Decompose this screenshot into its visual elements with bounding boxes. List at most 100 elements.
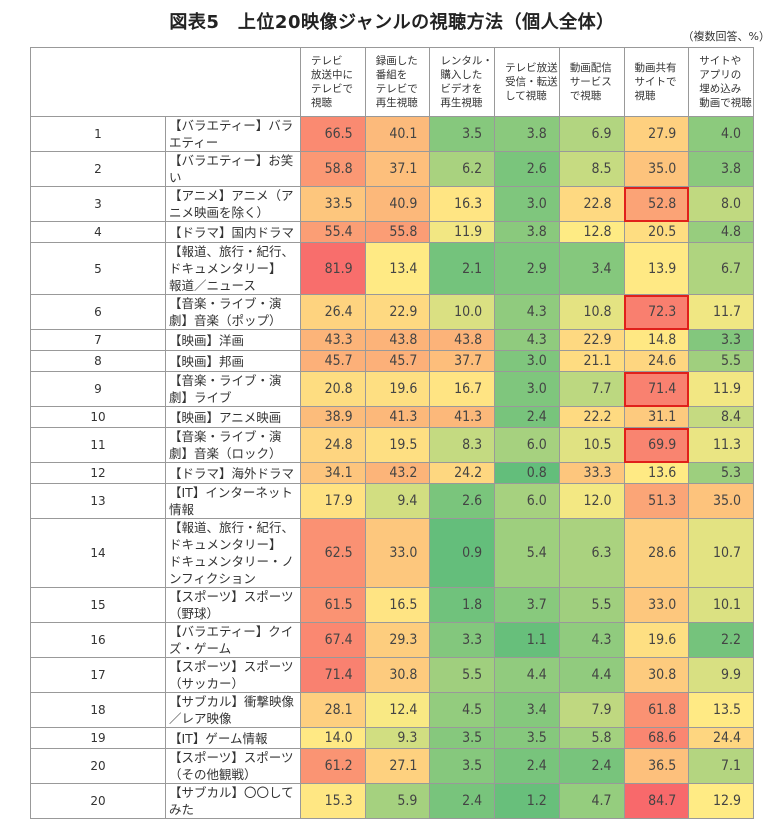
- value-cell: 66.5: [300, 116, 366, 152]
- genre-label: 【バラエティー】クイズ・ゲーム: [165, 622, 301, 658]
- rank-cell: 7: [30, 329, 166, 351]
- value-cell: 22.9: [364, 294, 431, 330]
- genre-label: 【報道、旅行・紀行、ドキュメンタリー】 報道／ニュース: [165, 242, 301, 295]
- value-cell: 9.9: [688, 657, 754, 693]
- value-cell: 12.0: [558, 483, 625, 519]
- column-header: 動画共有 サイトで 視聴: [623, 47, 690, 117]
- value-cell: 11.3: [688, 427, 754, 463]
- value-cell: 11.7: [688, 294, 754, 330]
- value-cell: 26.4: [300, 294, 366, 330]
- value-cell: 5.8: [558, 727, 625, 749]
- value-cell: 24.6: [623, 350, 690, 372]
- value-cell: 3.5: [429, 116, 496, 152]
- genre-label: 【ドラマ】国内ドラマ: [165, 221, 301, 243]
- genre-label: 【音楽・ライブ・演劇】音楽（ポップ）: [165, 294, 301, 330]
- value-cell: 12.4: [364, 692, 431, 728]
- value-cell: 17.9: [300, 483, 366, 519]
- value-cell: 5.4: [494, 518, 560, 588]
- rank-cell: 15: [30, 587, 166, 623]
- value-cell: 1.8: [429, 587, 496, 623]
- chart-title: 図表5 上位20映像ジャンルの視聴方法（個人全体）: [169, 12, 615, 33]
- value-cell: 9.4: [364, 483, 431, 519]
- column-header: サイトや アプリの 埋め込み 動画で視聴: [688, 47, 754, 117]
- value-cell: 2.6: [494, 151, 560, 187]
- table-row: 15 【スポーツ】スポーツ（野球） 61.5 16.5 1.8 3.7 5.5 33.0 10.…: [30, 587, 754, 623]
- value-cell: 68.6: [623, 727, 690, 749]
- value-cell: 27.1: [364, 748, 431, 784]
- value-cell: 69.9: [623, 427, 690, 463]
- value-cell: 61.8: [623, 692, 690, 728]
- unit-note: （複数回答、%）: [682, 30, 770, 43]
- rank-cell: 12: [30, 462, 166, 484]
- value-cell: 35.0: [688, 483, 754, 519]
- value-cell: 71.4: [623, 371, 690, 407]
- value-cell: 24.4: [688, 727, 754, 749]
- value-cell: 31.1: [623, 406, 690, 428]
- value-cell: 0.9: [429, 518, 496, 588]
- value-cell: 3.7: [494, 587, 560, 623]
- value-cell: 81.9: [300, 242, 366, 295]
- rank-cell: 16: [30, 622, 166, 658]
- table-row: 9 【音楽・ライブ・演劇】ライブ 20.8 19.6 16.7 3.0 7.7 71.4 11.…: [30, 371, 754, 407]
- value-cell: 16.7: [429, 371, 496, 407]
- value-cell: 3.8: [494, 221, 560, 243]
- value-cell: 28.6: [623, 518, 690, 588]
- value-cell: 33.3: [558, 462, 625, 484]
- value-cell: 40.9: [364, 186, 431, 222]
- table-row: 4 【ドラマ】国内ドラマ 55.4 55.8 11.9 3.8 12.8 20.5 4.8: [30, 221, 754, 243]
- value-cell: 8.4: [688, 406, 754, 428]
- table-row: 17 【スポーツ】スポーツ（サッカー） 71.4 30.8 5.5 4.4 4.4 30.8 9…: [30, 657, 754, 693]
- genre-label: 【スポーツ】スポーツ（野球）: [165, 587, 301, 623]
- value-cell: 12.8: [558, 221, 625, 243]
- genre-label: 【報道、旅行・紀行、ドキュメンタリー】 ドキュメンタリー・ノンフィクション: [165, 518, 301, 588]
- genre-label: 【ドラマ】海外ドラマ: [165, 462, 301, 484]
- value-cell: 71.4: [300, 657, 366, 693]
- value-cell: 2.1: [429, 242, 496, 295]
- rank-cell: 20: [30, 783, 166, 819]
- genre-label: 【音楽・ライブ・演劇】音楽（ロック）: [165, 427, 301, 463]
- value-cell: 24.2: [429, 462, 496, 484]
- rank-cell: 13: [30, 483, 166, 519]
- value-cell: 4.4: [558, 657, 625, 693]
- value-cell: 55.8: [364, 221, 431, 243]
- value-cell: 43.3: [300, 329, 366, 351]
- value-cell: 2.4: [494, 406, 560, 428]
- value-cell: 2.6: [429, 483, 496, 519]
- genre-label: 【スポーツ】スポーツ（サッカー）: [165, 657, 301, 693]
- rank-cell: 8: [30, 350, 166, 372]
- value-cell: 43.8: [364, 329, 431, 351]
- rank-cell: 19: [30, 727, 166, 749]
- rank-cell: 14: [30, 518, 166, 588]
- column-header: 動画配信 サービス で視聴: [558, 47, 625, 117]
- value-cell: 13.4: [364, 242, 431, 295]
- value-cell: 28.1: [300, 692, 366, 728]
- rank-cell: 3: [30, 186, 166, 222]
- rank-cell: 20: [30, 748, 166, 784]
- value-cell: 2.4: [494, 748, 560, 784]
- value-cell: 3.5: [494, 727, 560, 749]
- value-cell: 1.1: [494, 622, 560, 658]
- table-row: 7 【映画】洋画 43.3 43.8 43.8 4.3 22.9 14.8 3.3: [30, 329, 754, 351]
- value-cell: 6.2: [429, 151, 496, 187]
- value-cell: 67.4: [300, 622, 366, 658]
- rank-cell: 11: [30, 427, 166, 463]
- rank-cell: 5: [30, 242, 166, 295]
- value-cell: 3.4: [494, 692, 560, 728]
- value-cell: 30.8: [364, 657, 431, 693]
- table-row: 10 【映画】アニメ映画 38.9 41.3 41.3 2.4 22.2 31.1 8.4: [30, 406, 754, 428]
- value-cell: 27.9: [623, 116, 690, 152]
- genre-label: 【IT】インターネット情報: [165, 483, 301, 519]
- value-cell: 7.9: [558, 692, 625, 728]
- rank-cell: 9: [30, 371, 166, 407]
- value-cell: 21.1: [558, 350, 625, 372]
- value-cell: 10.0: [429, 294, 496, 330]
- value-cell: 13.5: [688, 692, 754, 728]
- value-cell: 62.5: [300, 518, 366, 588]
- value-cell: 22.2: [558, 406, 625, 428]
- header-row: テレビ 放送中に テレビで 視聴 録画した 番組を テレビで 再生視聴 レンタル・ …: [30, 47, 754, 117]
- value-cell: 6.0: [494, 427, 560, 463]
- table-row: 13 【IT】インターネット情報 17.9 9.4 2.6 6.0 12.0 51.3 35.0: [30, 483, 754, 519]
- value-cell: 51.3: [623, 483, 690, 519]
- value-cell: 6.9: [558, 116, 625, 152]
- table-row: 1 【バラエティー】バラエティー 66.5 40.1 3.5 3.8 6.9 27.9 4.0: [30, 116, 754, 152]
